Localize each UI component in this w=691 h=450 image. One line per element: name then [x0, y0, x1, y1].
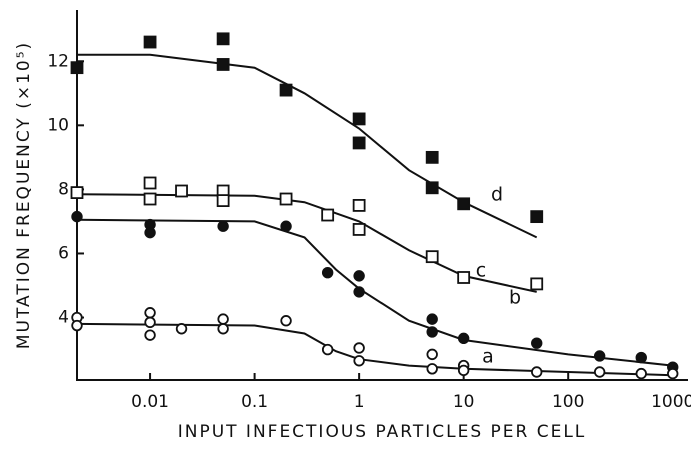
x-tick-label: 100 [552, 392, 584, 412]
point [353, 270, 365, 282]
point [353, 355, 365, 367]
point [144, 329, 156, 341]
point [175, 323, 188, 335]
point [531, 337, 543, 349]
point [353, 342, 365, 354]
x-tick-label: 0.1 [241, 392, 268, 412]
x-tick-label: 10 [453, 392, 475, 412]
point [457, 332, 470, 345]
point [530, 277, 544, 291]
point [352, 199, 366, 212]
point [216, 194, 230, 208]
axis-frame [76, 10, 688, 381]
curve-label: b [509, 287, 521, 309]
point [280, 315, 292, 327]
point [143, 192, 157, 206]
x-tick-label: 1 [354, 392, 365, 412]
point [426, 313, 438, 325]
y-tick-label: 12 [47, 51, 69, 71]
point [425, 181, 439, 195]
point [426, 348, 438, 361]
point [321, 343, 334, 356]
point [143, 35, 157, 49]
x-tick-label: 0.01 [131, 392, 169, 412]
point [352, 223, 366, 236]
curve-label: d [491, 184, 503, 206]
y-tick-label: 10 [47, 115, 69, 135]
point [635, 367, 647, 380]
point [279, 83, 293, 97]
y-tick-label: 4 [58, 308, 69, 328]
point [70, 186, 84, 199]
y-axis-title: MUTATION FREQUENCY (×10⁵) [14, 41, 34, 349]
x-axis-title: INPUT INFECTIOUS PARTICLES PER CELL [178, 422, 587, 442]
point [635, 351, 647, 364]
point [217, 220, 229, 232]
curve-label: a [482, 346, 494, 368]
point [280, 220, 292, 232]
point [70, 61, 84, 75]
point [216, 32, 230, 46]
point [217, 313, 229, 325]
curve-label: c [476, 260, 486, 282]
point [216, 58, 230, 71]
y-tick-label: 8 [58, 179, 69, 199]
point [530, 210, 544, 224]
point [321, 266, 334, 279]
point [426, 363, 438, 375]
point [144, 307, 156, 319]
y-tick-label: 6 [58, 243, 69, 263]
x-tick-label: 1000 [651, 392, 691, 412]
fit-curve [76, 218, 673, 367]
point [143, 176, 157, 190]
fit-curve [77, 53, 538, 239]
fit-curve [76, 322, 673, 377]
point [457, 364, 470, 377]
point [457, 271, 471, 284]
point [531, 366, 543, 378]
point [353, 286, 365, 298]
point [352, 136, 366, 150]
point [217, 323, 229, 335]
point [425, 250, 439, 264]
point [279, 192, 293, 206]
point [667, 367, 679, 380]
point [144, 316, 156, 329]
point [352, 112, 366, 126]
point [321, 208, 335, 222]
point [71, 319, 83, 332]
point [71, 210, 83, 223]
point [457, 197, 471, 211]
point [593, 350, 606, 362]
point [144, 226, 156, 239]
point [425, 150, 439, 164]
point [426, 326, 438, 338]
point [593, 366, 606, 378]
point [175, 184, 188, 198]
